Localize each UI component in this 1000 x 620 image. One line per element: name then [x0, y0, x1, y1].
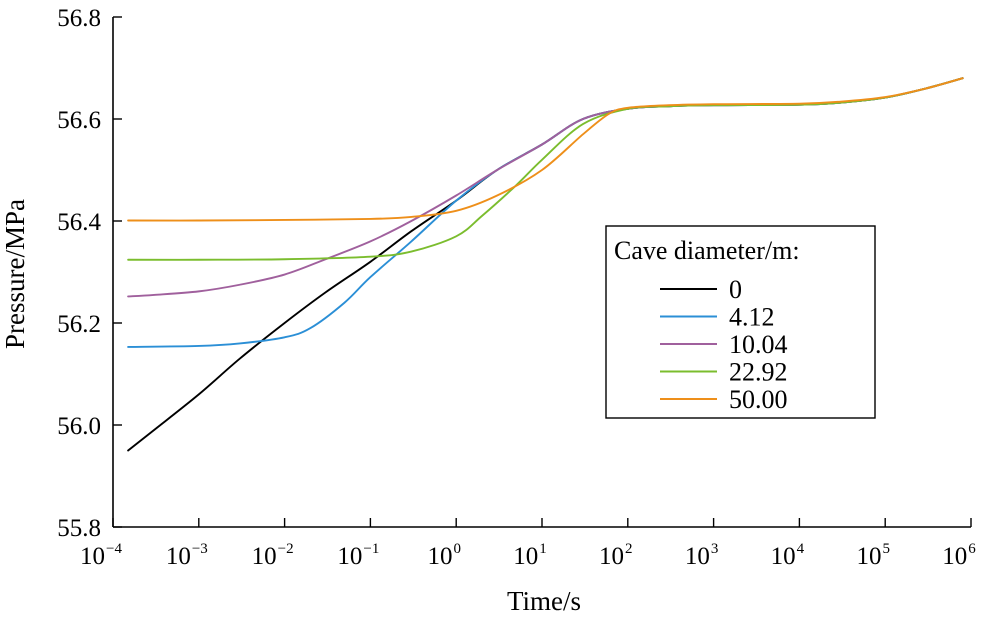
x-tick-label: 105	[856, 541, 890, 570]
y-tick-label: 56.4	[57, 209, 101, 236]
x-tick-label: 106	[942, 541, 976, 570]
y-tick-label: 56.6	[57, 107, 101, 134]
legend-label: 22.92	[729, 358, 788, 387]
series-line-22.92	[127, 77, 964, 261]
x-tick-label: 10−4	[80, 541, 122, 570]
legend-label: 10.04	[729, 330, 788, 359]
x-tick-label: 10−1	[337, 541, 379, 570]
x-tick-label: 101	[513, 541, 547, 570]
x-tick-label: 10−2	[252, 541, 294, 570]
x-tick-label: 10−3	[166, 541, 208, 570]
legend-label: 50.00	[729, 385, 788, 414]
series-line-50.00	[127, 77, 964, 222]
y-axis-title: Pressure/MPa	[0, 199, 30, 349]
y-tick-label: 55.8	[57, 515, 101, 542]
legend-label: 0	[729, 275, 742, 304]
y-tick-label: 56.0	[57, 413, 101, 440]
legend-box	[605, 225, 876, 419]
x-tick-label: 100	[427, 541, 461, 570]
x-tick-label: 102	[599, 541, 633, 570]
y-tick-label: 56.8	[57, 5, 101, 32]
x-ticks: 10−4 10−3 10−2 10−1 100 101 102 103 104 105 106	[80, 518, 976, 570]
y-ticks: 55.8 56.0 56.2 56.4 56.6 56.8	[57, 5, 122, 542]
y-tick-label: 56.2	[57, 311, 101, 338]
legend-title: Cave diameter/m:	[614, 236, 800, 265]
x-axis-title: Time/s	[507, 586, 581, 616]
plot-area	[127, 77, 964, 452]
x-tick-label: 104	[771, 541, 805, 570]
legend-label: 4.12	[729, 303, 775, 332]
x-tick-label: 103	[685, 541, 719, 570]
series-layer	[127, 77, 964, 452]
